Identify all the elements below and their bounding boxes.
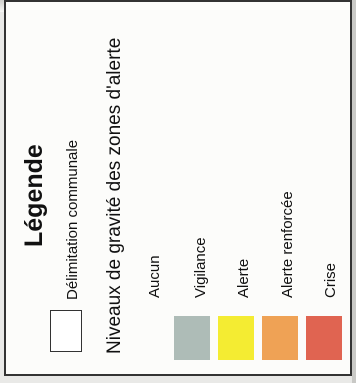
severity-heading: Niveaux de gravité des zones d'alerte (104, 37, 125, 354)
boundary-swatch (50, 310, 82, 352)
scan-edge-right (352, 0, 356, 383)
level-label-vigilance: Vigilance (192, 237, 209, 298)
level-swatch-alerte (218, 316, 254, 360)
legend-title: Légende (20, 144, 48, 247)
level-label-aucun: Aucun (146, 255, 163, 298)
level-label-crise: Crise (322, 262, 339, 298)
level-swatch-crise (306, 316, 342, 360)
boundary-label: Délimitation communale (64, 139, 81, 300)
level-label-alerte-renforcee: Alerte renforcée (279, 191, 296, 298)
level-swatch-alerte-renforcee (262, 316, 298, 360)
level-swatch-aucun (130, 316, 166, 360)
map-legend: Légende Délimitation communale Niveaux d… (4, 0, 352, 376)
level-swatch-vigilance (174, 316, 210, 360)
level-label-alerte: Alerte (235, 258, 252, 298)
